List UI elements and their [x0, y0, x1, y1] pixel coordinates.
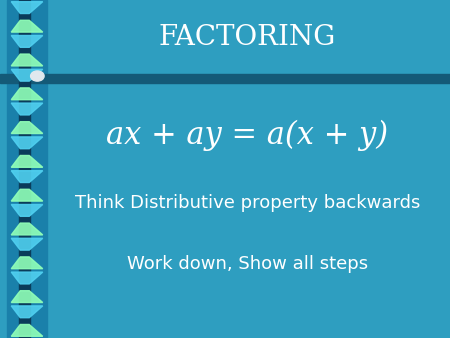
- Polygon shape: [11, 2, 43, 14]
- Bar: [19, 101, 30, 135]
- Bar: [7, 0, 47, 338]
- Polygon shape: [11, 189, 43, 201]
- Bar: [19, 237, 30, 270]
- Polygon shape: [11, 122, 43, 134]
- Bar: [19, 34, 30, 68]
- Polygon shape: [11, 54, 43, 66]
- Circle shape: [31, 71, 44, 81]
- Polygon shape: [11, 238, 43, 250]
- Bar: [19, 169, 30, 203]
- Text: Think Distributive property backwards: Think Distributive property backwards: [75, 194, 420, 212]
- Polygon shape: [11, 155, 43, 167]
- Polygon shape: [11, 171, 43, 183]
- Polygon shape: [11, 257, 43, 269]
- Polygon shape: [11, 306, 43, 318]
- Polygon shape: [11, 103, 43, 115]
- Polygon shape: [11, 272, 43, 284]
- Polygon shape: [11, 137, 43, 149]
- Bar: [19, 203, 30, 237]
- Text: FACTORING: FACTORING: [159, 24, 336, 51]
- Bar: [19, 270, 30, 304]
- Text: Work down, Show all steps: Work down, Show all steps: [127, 255, 368, 273]
- Polygon shape: [11, 223, 43, 235]
- Text: ax + ay = a(x + y): ax + ay = a(x + y): [107, 120, 388, 151]
- Bar: [19, 68, 30, 101]
- Polygon shape: [11, 291, 43, 303]
- Polygon shape: [11, 204, 43, 216]
- Polygon shape: [11, 88, 43, 100]
- Bar: [19, 135, 30, 169]
- Polygon shape: [11, 69, 43, 81]
- Polygon shape: [11, 35, 43, 47]
- Polygon shape: [11, 20, 43, 32]
- Bar: [0, 74, 450, 83]
- Bar: [19, 0, 30, 34]
- Polygon shape: [11, 324, 43, 336]
- Bar: [19, 304, 30, 338]
